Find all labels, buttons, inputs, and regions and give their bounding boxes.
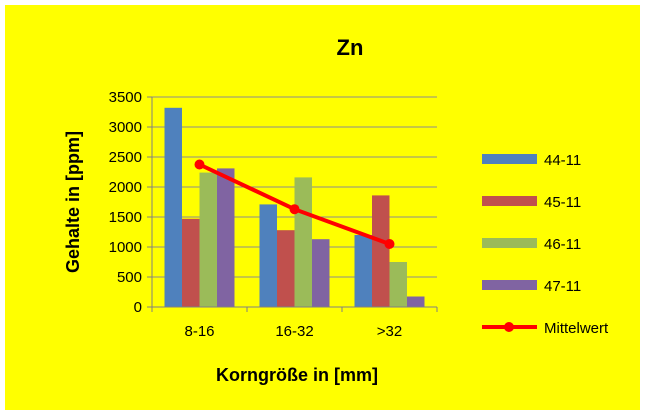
legend-swatch-mean-marker [504,322,514,332]
bar-44-11-8-16 [164,107,182,307]
legend-swatch-45-11 [482,196,537,206]
mean-point->32 [384,239,395,249]
mean-line [194,159,395,249]
bar-44-11-16-32 [259,204,277,307]
y-tick-label: 2500 [109,149,142,166]
legend-swatch-47-11 [482,280,537,290]
y-tick-label: 1500 [109,209,142,226]
y-tick-label: 500 [117,269,142,286]
bar-46-11->32 [389,262,407,307]
y-axis-label: Gehalte in [ppm] [63,131,83,273]
y-tick-label: 2000 [109,179,142,196]
mean-point-8-16 [194,159,205,170]
zn-chart: Zn 0 500 1000 1500 2000 2500 3000 3500 8-16 16-32… [5,5,640,410]
bar-47-11-8-16 [217,168,235,307]
y-tick-label: 3500 [109,89,142,106]
y-tick-label: 0 [134,299,142,316]
bar-47-11->32 [407,296,425,307]
bar-46-11-16-32 [294,177,312,307]
bar-44-11->32 [354,235,372,307]
bar-46-11-8-16 [199,172,217,307]
legend-swatch-44-11 [482,154,537,164]
legend-label-47-11: 47-11 [544,278,581,295]
legend: 44-11 45-11 46-11 47-11 Mittelwert [482,152,609,337]
chart-area: Zn 0 500 1000 1500 2000 2500 3000 3500 8-16 16-32… [5,5,640,410]
legend-label-45-11: 45-11 [544,194,581,211]
x-tick-label: >32 [377,323,402,340]
axes: 0 500 1000 1500 2000 2500 3000 3500 8-16 16-32 >32 [109,89,438,340]
bar-47-11-16-32 [312,239,330,307]
bar-45-11-16-32 [277,230,295,307]
y-tick-label: 1000 [109,239,142,256]
bar-45-11-8-16 [182,218,200,307]
x-tick-label: 8-16 [184,323,214,340]
y-tick-label: 3000 [109,119,142,136]
x-axis-label: Korngröße in [mm] [216,365,378,385]
bar-45-11->32 [372,195,390,307]
legend-label-mittelwert: Mittelwert [544,320,609,337]
legend-label-46-11: 46-11 [544,236,581,253]
chart-title: Zn [337,35,364,60]
legend-swatch-46-11 [482,238,537,248]
bars [164,107,425,307]
mean-point-16-32 [289,204,300,215]
x-tick-label: 16-32 [275,323,313,340]
legend-label-44-11: 44-11 [544,152,581,169]
